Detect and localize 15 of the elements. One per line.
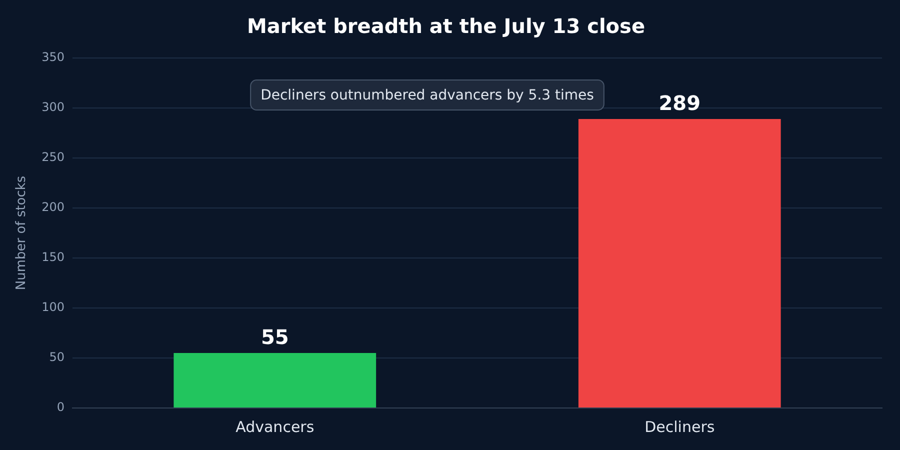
y-axis-title: Number of stocks <box>14 176 30 290</box>
y-tick-label: 350 <box>42 50 65 64</box>
y-tick-label: 0 <box>56 400 65 414</box>
y-tick-label: 250 <box>42 150 65 164</box>
y-tick-label: 200 <box>42 200 65 214</box>
y-tick-label: 100 <box>42 300 65 314</box>
y-tick-label: 50 <box>49 350 65 364</box>
x-tick-label: Advancers <box>236 418 314 436</box>
chart-title: Market breadth at the July 13 close <box>246 14 646 38</box>
data-label: 55 <box>260 325 289 350</box>
y-tick-label: 150 <box>42 250 65 264</box>
annotation: Decliners outnumbered advancers by 5.3 times <box>260 88 594 104</box>
x-tick-label: Decliners <box>644 418 715 436</box>
data-label: 289 <box>658 91 700 116</box>
y-tick-label: 300 <box>42 100 65 114</box>
